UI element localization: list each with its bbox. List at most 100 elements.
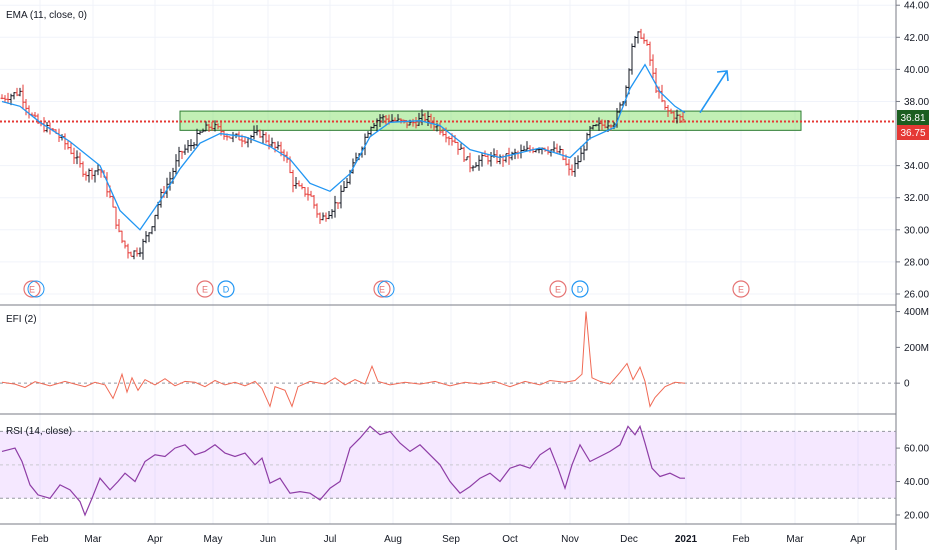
ohlc-bar [351,158,355,174]
time-tick-label: Jun [260,534,276,545]
svg-text:E: E [738,285,744,295]
ohlc-bar [555,143,559,153]
ohlc-bar [198,130,202,135]
ref-price-badge [897,125,929,140]
efi-axis-ticks: 400M 200M 0 [896,307,929,390]
ref-price-label: 36.75 [900,128,925,139]
ohlc-bar [447,136,451,146]
ohlc-bar [333,195,337,218]
ohlc-bar [375,118,379,132]
ohlc-bar [324,212,328,222]
efi-pane[interactable]: 400M 200M 0 EFI (2) [0,307,929,408]
ohlc-bar [468,152,472,173]
ohlc-bar [441,128,445,137]
earnings-marker[interactable]: E [549,280,567,298]
dividend-marker[interactable]: D [217,280,235,298]
ohlc-bar [381,114,385,124]
ohlc-bar [291,169,295,193]
ohlc-bar [192,142,196,149]
ohlc-bar [318,212,322,224]
ohlc-bar [570,164,574,176]
ohlc-bar [669,108,673,114]
efi-tick-label: 400M [904,307,929,318]
ohlc-bar [75,150,79,165]
price-tick-label: 26.00 [904,289,929,300]
ohlc-bar [141,238,145,260]
rsi-pane[interactable]: 60.00 40.00 20.00 RSI (14, close) [0,424,929,521]
efi-tick-label: 0 [904,379,910,390]
ohlc-bar [399,118,403,124]
projection-arrow[interactable] [699,70,729,114]
ohlc-bar [465,156,469,161]
svg-text:E: E [555,285,561,295]
efi-pane-title: EFI (2) [6,314,37,325]
price-tick-label: 30.00 [904,225,929,236]
ohlc-bar [294,176,298,189]
earnings-marker[interactable]: E [23,280,45,298]
ohlc-bar [81,161,85,177]
ohlc-bar [372,123,376,129]
ohlc-bar [426,111,430,126]
ohlc-bar [507,147,511,165]
ohlc-bar [597,117,601,131]
ohlc-bar [384,114,388,125]
ohlc-bar [135,247,139,257]
ohlc-bar [24,98,28,116]
ohlc-bar [429,113,433,129]
ohlc-bar [417,112,421,126]
ohlc-bar [549,149,553,157]
ohlc-bar [336,202,340,210]
ohlc-bar [96,163,100,176]
ohlc-bar [195,128,199,146]
svg-text:D: D [223,285,230,295]
earnings-marker[interactable]: E [732,280,750,298]
ohlc-bar [90,167,94,180]
time-tick-label: Nov [561,534,579,545]
time-tick-label: Feb [31,534,49,545]
ohlc-bar [327,211,331,220]
ohlc-bar [87,168,91,183]
earnings-marker[interactable]: E [196,280,214,298]
ohlc-bar [639,28,643,39]
ohlc-bar [342,180,346,192]
ohlc-bar [477,155,481,171]
ohlc-bar [216,123,220,130]
ohlc-bar [306,187,310,201]
rsi-pane-title: RSI (14, close) [6,426,72,437]
last-price-badge [897,110,929,125]
ohlc-bar [84,171,88,181]
ohlc-bar [600,119,604,131]
ohlc-bar [420,109,424,126]
ohlc-bar [69,142,73,155]
ohlc-bar [213,120,217,132]
ohlc-bar [339,185,343,209]
ohlc-bar [453,135,457,144]
time-tick-label: 2021 [675,534,698,545]
ohlc-bar [165,177,169,198]
ohlc-bar [582,145,586,161]
price-pane[interactable]: E E D E E D E 26.00 28.00 30.00 32.00 34.00 38.00 40… [0,1,929,301]
ohlc-bar [552,141,556,153]
ohlc-bar [126,243,130,259]
ohlc-bar [618,102,622,115]
dividend-marker[interactable]: D [571,280,589,298]
ohlc-bar [132,250,136,260]
svg-text:D: D [577,285,584,295]
earnings-marker[interactable]: E [373,280,395,298]
rsi-line [1,424,685,517]
ohlc-bar [366,131,370,138]
efi-tick-label: 200M [904,343,929,354]
efi-line [1,311,686,408]
ohlc-bar [576,155,580,169]
time-axis-ticks[interactable]: Feb Mar Apr May Jun Jul Aug Sep Oct Nov Dec 2021 Feb… [31,534,866,545]
time-tick-label: Apr [147,534,163,545]
price-axis-ticks: 26.00 28.00 30.00 32.00 34.00 38.00 40.00 42.00… [896,1,929,300]
ohlc-bar [267,134,271,150]
time-tick-label: Sep [442,534,460,545]
last-price-label: 36.81 [900,113,925,124]
ohlc-bar [258,129,262,138]
ohlc-bar [183,144,187,155]
